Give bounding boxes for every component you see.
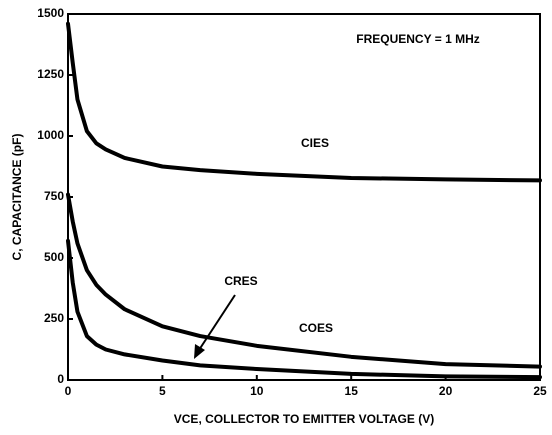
- series-label: CRES: [224, 274, 257, 288]
- y-axis-label: C, CAPACITANCE (pF): [10, 134, 24, 261]
- series-label: COES: [299, 321, 333, 335]
- x-tick-label: 5: [159, 384, 166, 398]
- x-tick-label: 25: [533, 384, 547, 398]
- y-tick-label: 250: [44, 311, 64, 325]
- y-tick-label: 1250: [37, 67, 64, 81]
- y-tick-label: 0: [57, 372, 64, 386]
- y-tick-label: 500: [44, 250, 64, 264]
- annotation: FREQUENCY = 1 MHz: [356, 32, 479, 46]
- y-tick-label: 750: [44, 189, 64, 203]
- x-tick-label: 10: [250, 384, 264, 398]
- x-tick-label: 15: [345, 384, 359, 398]
- y-tick-label: 1000: [37, 128, 64, 142]
- x-axis-label: VCE, COLLECTOR TO EMITTER VOLTAGE (V): [174, 412, 434, 426]
- series-line: [66, 192, 542, 369]
- x-tick-label: 0: [65, 384, 72, 398]
- x-tick-label: 20: [439, 384, 453, 398]
- series-line: [66, 238, 542, 380]
- arrow-shaft: [198, 294, 236, 351]
- series-line: [66, 21, 542, 183]
- series-label: CIES: [301, 136, 329, 150]
- arrow-head: [194, 344, 205, 359]
- y-tick-label: 1500: [37, 6, 64, 20]
